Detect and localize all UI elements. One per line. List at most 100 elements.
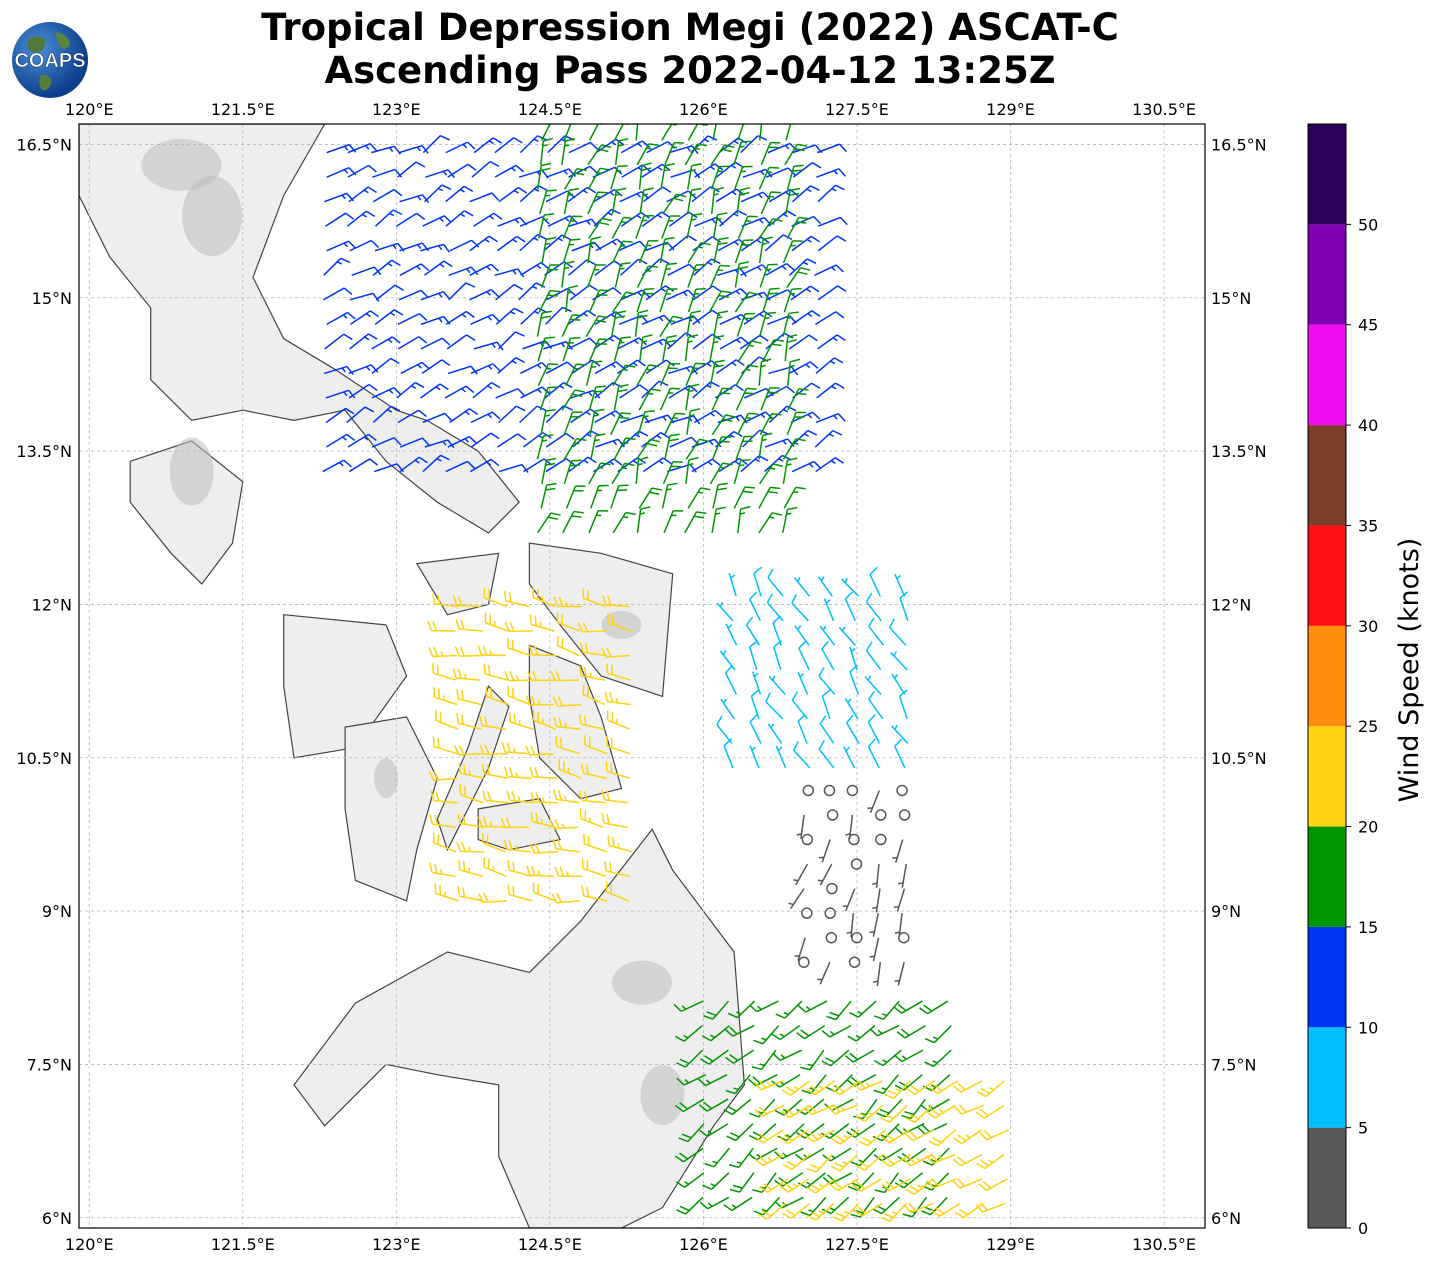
wind-barb (503, 766, 532, 779)
wind-barb (431, 594, 459, 608)
wind-barb (420, 290, 451, 301)
wind-barb (676, 1049, 704, 1068)
wind-barb (928, 1129, 957, 1147)
wind-barb (819, 625, 836, 646)
wind-barb (794, 625, 810, 646)
wind-barb (784, 143, 808, 166)
wind-barb (662, 193, 687, 215)
wind-barb (873, 1049, 902, 1067)
wind-barb (902, 1153, 933, 1167)
wind-barb (420, 337, 451, 350)
wind-barb (590, 433, 606, 460)
wind-barb (447, 435, 478, 448)
wind-barb (508, 712, 534, 730)
wind-barb (709, 462, 733, 485)
wind-barb (610, 164, 628, 190)
lat-tick-label: 7.5°N (1211, 1055, 1256, 1074)
coaps-logo: COAPS (12, 22, 88, 98)
wind-barb (752, 671, 762, 695)
wind-barb (562, 336, 581, 362)
wind-barb (740, 264, 770, 276)
colorbar-bin (1308, 124, 1346, 225)
wind-barb (952, 1178, 983, 1189)
wind-barb (494, 164, 525, 178)
wind-barb (584, 735, 608, 755)
wind-barb (457, 813, 484, 829)
wind-barb (697, 1073, 728, 1087)
wind-barb (704, 1147, 730, 1168)
wind-barb (667, 463, 697, 473)
wind-barb (610, 310, 626, 337)
wind-barb (880, 1202, 907, 1222)
wind-barb (867, 790, 881, 814)
wind-barb (636, 287, 655, 313)
wind-barb (711, 436, 732, 460)
wind-barb (594, 410, 624, 424)
wind-barb (428, 770, 458, 781)
wind-barb (501, 742, 530, 755)
wind-barb (588, 509, 609, 534)
wind-barb (396, 381, 425, 399)
wind-barb (893, 1049, 924, 1063)
wind-barb (708, 290, 732, 313)
wind-barb (806, 1153, 833, 1173)
wind-barb (789, 258, 817, 276)
wind-barb (901, 1098, 926, 1120)
wind-barb (802, 784, 815, 797)
wind-barb (737, 215, 758, 239)
wind-barb (444, 385, 475, 399)
island-mindanao (293, 828, 746, 1228)
wind-barb (604, 861, 630, 878)
wind-barb (400, 361, 431, 375)
wind-barb (668, 145, 699, 155)
wind-barb (709, 264, 730, 288)
wind-barb (754, 1129, 784, 1144)
wind-barb (843, 746, 856, 769)
wind-barb (434, 710, 459, 730)
wind-barb (349, 333, 378, 350)
wind-barb (371, 357, 400, 375)
wind-barb (348, 364, 379, 375)
wind-barb (801, 1074, 827, 1095)
wind-barb (815, 457, 845, 473)
wind-barb (504, 621, 533, 632)
colorbar-tick-label: 45 (1358, 316, 1378, 335)
wind-barb (978, 1178, 1008, 1192)
wind-barb (497, 331, 525, 350)
wind-barb (432, 832, 457, 853)
wind-barb (816, 168, 847, 178)
terrain-shade (612, 960, 672, 1005)
colorbar-tick-label: 35 (1358, 516, 1378, 535)
wind-barb (567, 309, 597, 325)
wind-barb (433, 687, 458, 706)
wind-barb (781, 1202, 811, 1219)
wind-barb (782, 1153, 811, 1171)
wind-barb (452, 668, 481, 681)
lon-tick-label: 127.5°E (825, 100, 889, 119)
wind-barb (821, 1049, 850, 1067)
colorbar-label: Wind Speed (knots) (1394, 537, 1425, 803)
wind-barb (527, 670, 556, 682)
wind-barb (904, 1129, 935, 1142)
wind-barb (372, 188, 403, 203)
wind-barb (495, 283, 524, 301)
wind-barb (456, 713, 482, 730)
wind-barb (449, 239, 480, 252)
wind-barb (458, 860, 484, 878)
wind-barb (728, 573, 737, 597)
wind-barb (346, 210, 376, 227)
wind-barb (661, 215, 681, 239)
wind-barb (726, 1123, 754, 1142)
wind-barb (806, 1178, 836, 1194)
wind-barb (635, 124, 639, 141)
wind-barb (905, 1178, 934, 1195)
wind-barb (544, 306, 572, 325)
lon-tick-label: 130.5°E (1132, 100, 1196, 119)
wind-barb (782, 1227, 785, 1228)
wind-barb (881, 1178, 911, 1192)
wind-barb (733, 486, 756, 509)
wind-barb (638, 162, 652, 190)
wind-barb (872, 888, 881, 913)
wind-barb (716, 601, 734, 622)
